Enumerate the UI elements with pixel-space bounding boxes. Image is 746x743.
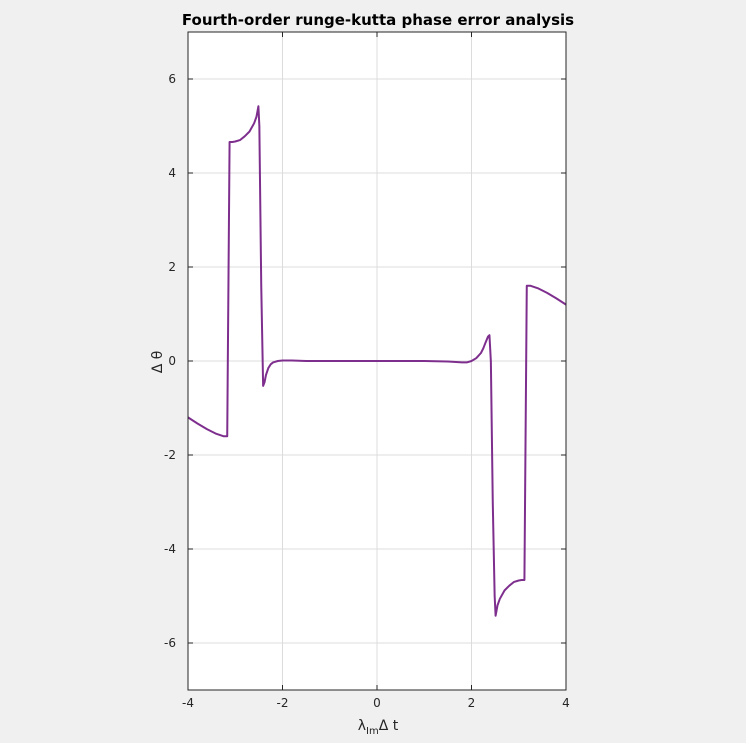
y-tick-label: -2 [164, 448, 176, 462]
x-tick-label: 0 [373, 696, 381, 710]
x-axis-label-rest: Δ t [379, 718, 399, 734]
x-axis-label: λImΔ t [358, 718, 399, 737]
chart-title: Fourth-order runge-kutta phase error ana… [182, 11, 574, 29]
x-tick-label: 2 [468, 696, 476, 710]
x-tick-label: 4 [562, 696, 570, 710]
series-line [187, 105, 567, 617]
y-axis-label: Δ θ [150, 351, 166, 374]
y-tick-label: 6 [168, 72, 176, 86]
x-axis-label-lambda: λ [358, 718, 366, 734]
ticks: -4 -2 0 2 4 -6 -4 -2 0 2 4 6 [164, 32, 570, 710]
y-tick-label: -6 [164, 636, 176, 650]
y-tick-label: 2 [168, 260, 176, 274]
y-tick-label: 4 [168, 166, 176, 180]
x-axis-label-subscript: Im [366, 726, 379, 737]
x-tick-label: -2 [277, 696, 289, 710]
y-tick-label: 0 [168, 354, 176, 368]
series-layer [187, 105, 567, 617]
x-tick-label: -4 [182, 696, 194, 710]
y-tick-label: -4 [164, 542, 176, 556]
